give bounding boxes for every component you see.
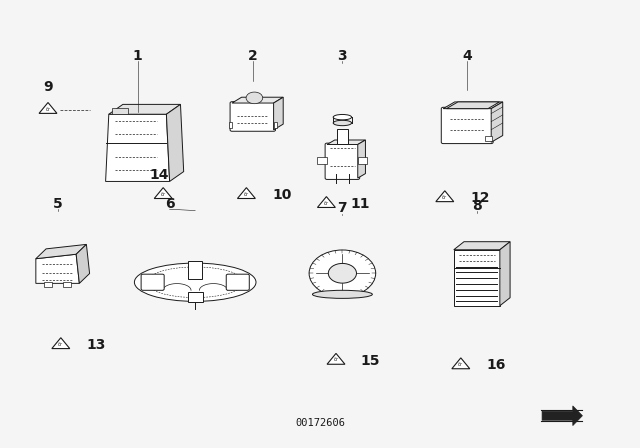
Circle shape	[328, 263, 356, 283]
Text: ör: ör	[161, 192, 166, 197]
Polygon shape	[112, 108, 128, 114]
Polygon shape	[106, 114, 170, 181]
Polygon shape	[229, 122, 232, 128]
Text: 2: 2	[248, 49, 258, 63]
Polygon shape	[317, 197, 335, 207]
Text: 13: 13	[86, 338, 106, 352]
Polygon shape	[443, 102, 503, 109]
FancyBboxPatch shape	[442, 108, 493, 143]
Text: 16: 16	[486, 358, 506, 372]
FancyBboxPatch shape	[325, 143, 360, 179]
Ellipse shape	[134, 263, 256, 302]
Polygon shape	[454, 242, 510, 250]
Text: 5: 5	[52, 197, 63, 211]
Bar	[454, 250, 500, 306]
Text: ör: ör	[458, 362, 463, 367]
Ellipse shape	[333, 120, 351, 125]
Bar	[44, 282, 52, 287]
Polygon shape	[36, 244, 86, 258]
Text: 3: 3	[337, 49, 348, 63]
Text: 8: 8	[472, 199, 482, 213]
Polygon shape	[500, 242, 510, 306]
FancyBboxPatch shape	[141, 274, 164, 290]
Circle shape	[309, 250, 376, 297]
FancyBboxPatch shape	[230, 102, 276, 131]
Polygon shape	[166, 104, 184, 181]
Polygon shape	[39, 103, 57, 113]
Bar	[188, 292, 203, 302]
Polygon shape	[76, 244, 90, 283]
Text: ör: ör	[442, 195, 447, 200]
Text: 1: 1	[132, 49, 143, 63]
Text: 14: 14	[149, 168, 168, 182]
Polygon shape	[36, 254, 79, 283]
Bar	[188, 261, 202, 279]
Ellipse shape	[333, 114, 351, 120]
Polygon shape	[452, 358, 470, 369]
Polygon shape	[542, 406, 582, 426]
Polygon shape	[274, 122, 277, 128]
Text: ör: ör	[244, 192, 249, 197]
Polygon shape	[492, 102, 503, 142]
Text: 15: 15	[360, 353, 380, 368]
Polygon shape	[232, 97, 283, 103]
Polygon shape	[154, 188, 172, 198]
Text: 4: 4	[462, 49, 472, 63]
Text: ör: ör	[324, 201, 329, 206]
Text: 12: 12	[470, 191, 490, 205]
Text: ör: ör	[333, 358, 339, 362]
Text: 7: 7	[337, 201, 348, 215]
Text: 10: 10	[272, 188, 291, 202]
Polygon shape	[52, 338, 70, 349]
Circle shape	[246, 92, 263, 104]
Text: 00172606: 00172606	[295, 418, 345, 428]
Polygon shape	[327, 353, 345, 364]
Ellipse shape	[312, 290, 372, 298]
Bar	[337, 129, 348, 144]
Polygon shape	[358, 140, 365, 178]
Bar	[63, 282, 71, 287]
Polygon shape	[358, 157, 367, 164]
Polygon shape	[317, 157, 327, 164]
Polygon shape	[327, 140, 365, 144]
Polygon shape	[274, 97, 283, 130]
Text: ör: ör	[45, 107, 51, 112]
Text: ör: ör	[58, 342, 63, 347]
FancyBboxPatch shape	[227, 274, 249, 290]
Text: 6: 6	[164, 197, 175, 211]
Polygon shape	[436, 191, 454, 202]
Text: 11: 11	[351, 197, 370, 211]
Polygon shape	[447, 102, 499, 109]
Polygon shape	[109, 104, 180, 114]
Polygon shape	[237, 188, 255, 198]
Bar	[485, 136, 493, 141]
Text: 9: 9	[43, 80, 53, 95]
